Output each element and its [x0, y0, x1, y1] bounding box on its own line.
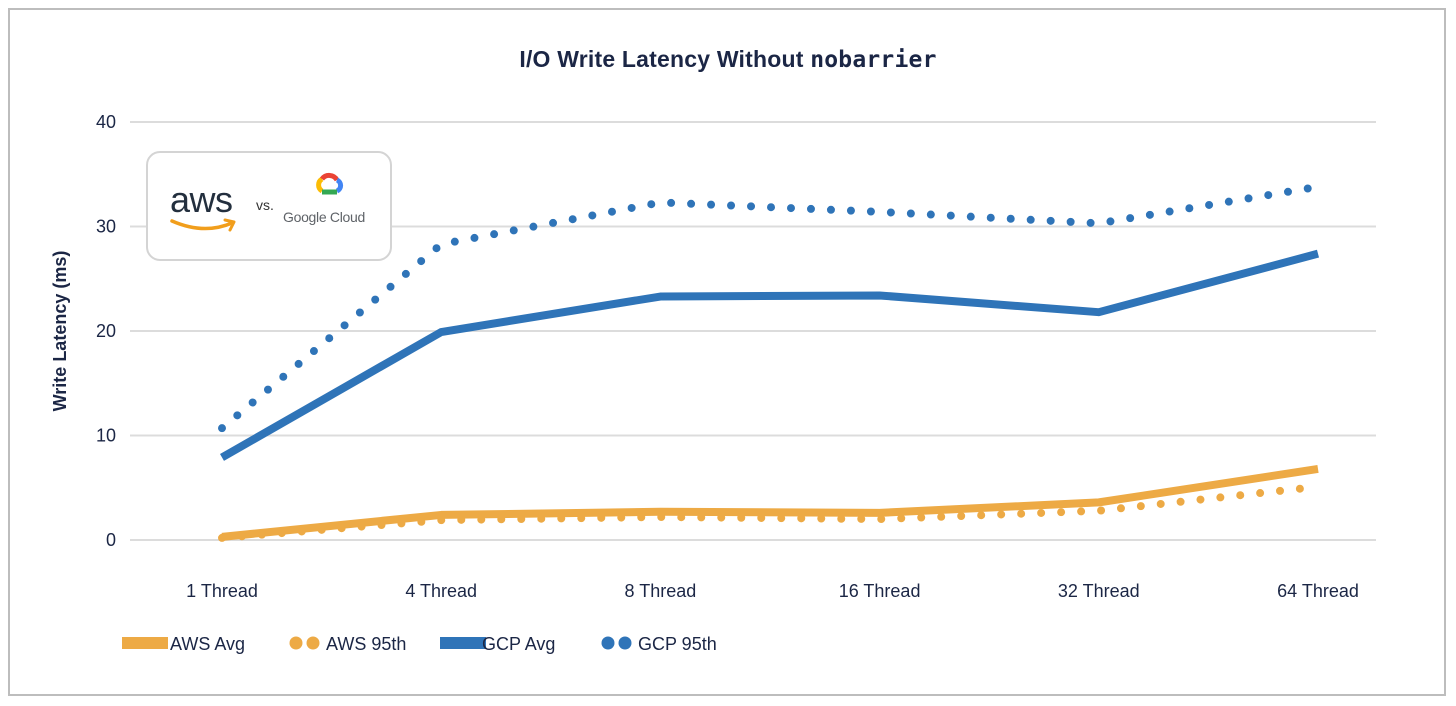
series-aws-95th	[218, 482, 1322, 542]
legend-item-gcp-avg: GCP Avg	[440, 634, 555, 654]
y-tick-label: 40	[96, 112, 116, 132]
y-tick-label: 10	[96, 426, 116, 446]
y-axis-label: Write Latency (ms)	[50, 251, 70, 412]
aws-logo-text: aws	[170, 179, 233, 220]
x-axis-ticks: 1 Thread 4 Thread 8 Thread 16 Thread 32 Thre…	[186, 581, 1359, 601]
amazon-smile-icon	[170, 218, 236, 232]
x-tick-label: 8 Thread	[625, 581, 697, 601]
series-line-gcp-95th	[218, 182, 1322, 433]
legend-label: AWS Avg	[170, 634, 245, 654]
y-tick-label: 0	[106, 530, 116, 550]
vs-label: vs.	[256, 197, 274, 213]
legend-swatch-line	[440, 637, 486, 649]
series-gcp-95th	[218, 182, 1322, 433]
series-gcp-avg	[220, 249, 1320, 461]
y-axis-ticks: 0 10 20 30 40	[96, 112, 116, 550]
google-cloud-icon	[316, 172, 344, 195]
legend-label: GCP 95th	[638, 634, 717, 654]
y-tick-label: 20	[96, 321, 116, 341]
legend-label: AWS 95th	[326, 634, 406, 654]
x-tick-label: 4 Thread	[405, 581, 477, 601]
aws-vs-google-cloud-logo: aws vs. Google Cloud	[146, 151, 392, 261]
legend-swatch-dots	[601, 636, 615, 650]
legend-swatch-dots	[289, 636, 303, 650]
x-tick-label: 32 Thread	[1058, 581, 1140, 601]
series-aws-avg	[221, 464, 1319, 541]
legend-label: GCP Avg	[482, 634, 555, 654]
legend-item-gcp-95th: GCP 95th	[601, 634, 717, 654]
legend-swatch-line	[122, 637, 168, 649]
legend-item-aws-95th: AWS 95th	[289, 634, 406, 654]
legend-swatch-dots	[618, 636, 632, 650]
series-line-gcp-avg	[220, 249, 1320, 461]
chart-title-code: nobarrier	[810, 47, 937, 73]
x-tick-label: 16 Thread	[839, 581, 921, 601]
chart-title-text: I/O Write Latency Without	[519, 46, 804, 72]
y-tick-label: 30	[96, 217, 116, 237]
legend-item-aws-avg: AWS Avg	[122, 634, 245, 654]
series-line-aws-avg	[221, 464, 1319, 541]
series-line-aws-95th	[218, 482, 1322, 542]
x-tick-label: 1 Thread	[186, 581, 258, 601]
series-group	[218, 182, 1322, 542]
google-cloud-text: Google Cloud	[283, 209, 366, 225]
legend-swatch-dots	[306, 636, 320, 650]
chart-title: I/O Write Latency Without nobarrier	[0, 46, 1456, 73]
legend: AWS Avg AWS 95th GCP Avg GCP 95th	[122, 634, 717, 654]
x-tick-label: 64 Thread	[1277, 581, 1359, 601]
